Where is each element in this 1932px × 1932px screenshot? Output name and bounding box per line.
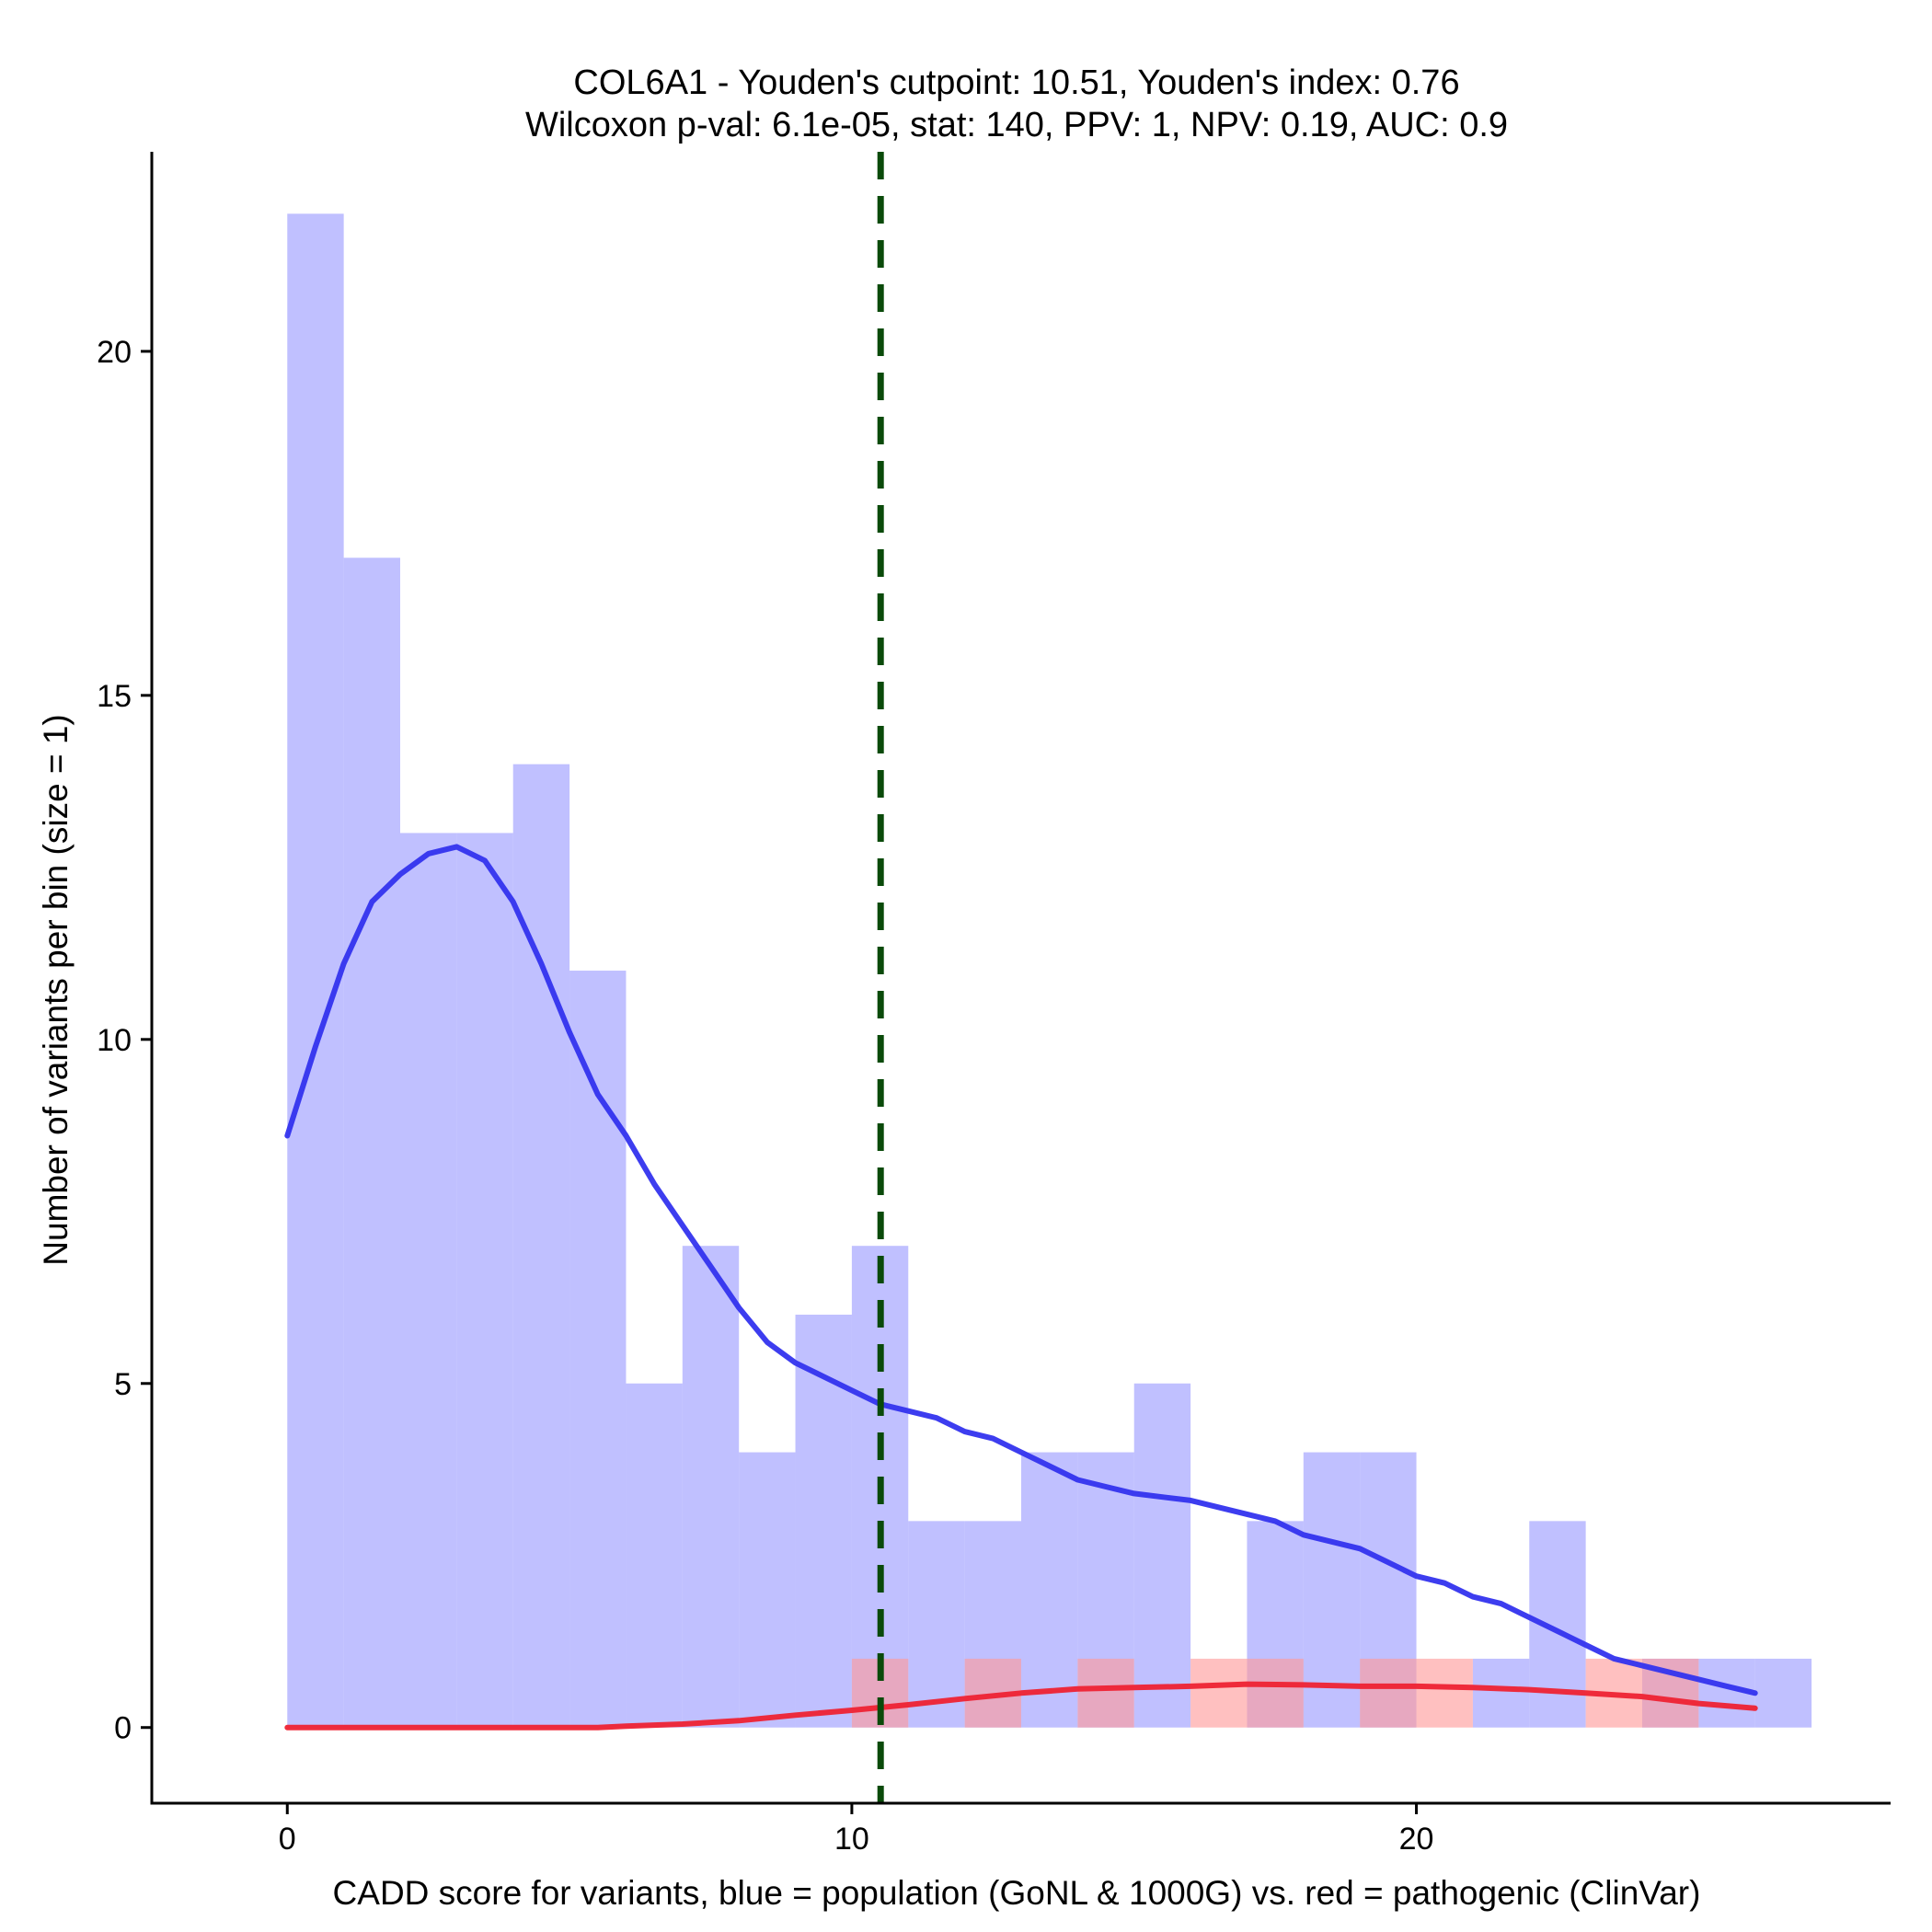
y-tick-label: 20 <box>97 335 132 370</box>
y-axis-label: Number of variants per bin (size = 1) <box>37 714 75 1265</box>
pathogenic-bar <box>1247 1658 1304 1728</box>
population-bar <box>287 213 344 1728</box>
pathogenic-bar <box>1077 1658 1134 1728</box>
pathogenic-bar <box>1416 1658 1473 1728</box>
pathogenic-bar <box>1190 1658 1248 1728</box>
y-tick-label: 0 <box>114 1711 132 1746</box>
x-axis-label: CADD score for variants, blue = populati… <box>333 1874 1701 1912</box>
population-bar <box>1303 1452 1361 1728</box>
x-tick-label: 10 <box>834 1822 869 1857</box>
population-bar <box>512 764 570 1728</box>
population-bar <box>1021 1452 1078 1728</box>
population-bar <box>569 971 627 1728</box>
population-bar <box>1754 1658 1812 1728</box>
population-bar <box>908 1521 965 1728</box>
chart-title: COL6A1 - Youden's cutpoint: 10.51, Youde… <box>573 63 1459 102</box>
population-bar <box>400 833 457 1728</box>
population-bar <box>343 558 400 1728</box>
density-lines <box>284 152 1758 1803</box>
pathogenic-density-line <box>284 1681 1758 1731</box>
pathogenic-bars <box>851 1658 1699 1728</box>
x-tick-label: 0 <box>279 1822 296 1857</box>
population-bar <box>1133 1383 1191 1728</box>
y-tick-label: 5 <box>114 1367 132 1402</box>
population-bar <box>1472 1658 1530 1728</box>
chart-subtitle: Wilcoxon p-val: 6.1e-05, stat: 140, PPV:… <box>525 106 1508 144</box>
x-tick-label: 20 <box>1399 1822 1434 1857</box>
population-bars <box>287 213 1812 1728</box>
axes: 0 5 10 15 20 0 10 20 <box>97 152 1891 1857</box>
population-bar <box>626 1383 683 1728</box>
population-density-line <box>284 844 1758 1696</box>
y-tick-label: 15 <box>97 679 132 714</box>
pathogenic-bar <box>1360 1658 1417 1728</box>
y-tick-label: 10 <box>97 1023 132 1058</box>
population-bar <box>682 1246 740 1728</box>
population-bar <box>739 1452 796 1728</box>
population-bar <box>456 833 513 1728</box>
